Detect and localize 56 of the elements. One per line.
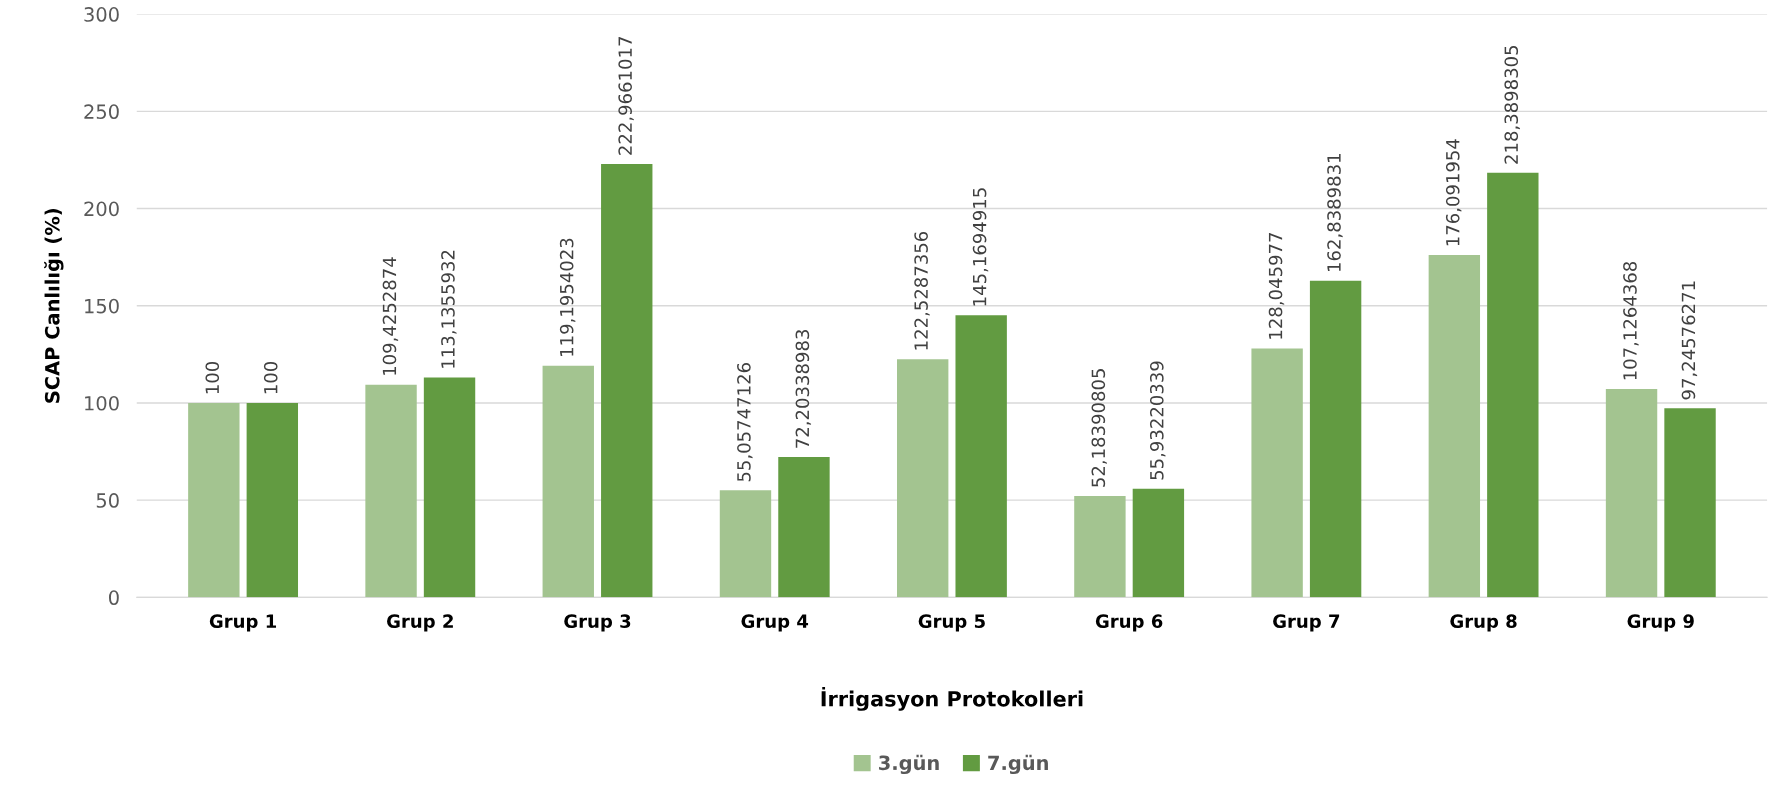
x-tick-label: Grup 5 — [918, 614, 985, 632]
bar — [246, 402, 299, 598]
bar — [1664, 408, 1716, 598]
bar — [1309, 280, 1362, 598]
bar — [365, 384, 417, 598]
data-label: 122,5287356 — [914, 231, 930, 350]
data-label: 72,20338983 — [795, 330, 812, 448]
legend-label: 7.gün — [988, 754, 1048, 775]
bar — [601, 163, 653, 598]
bar — [188, 402, 240, 598]
data-label: 145,1694915 — [972, 188, 989, 306]
data-label: 55,05747126 — [737, 363, 753, 482]
bar — [1251, 348, 1303, 598]
data-label: 109,4252874 — [382, 257, 399, 375]
y-tick-label: 250 — [84, 104, 119, 120]
x-tick-label: Grup 1 — [209, 614, 277, 632]
y-axis-title: SCAP Canlılığı (%) — [44, 209, 64, 403]
y-tick-label: 200 — [84, 201, 119, 217]
bar — [719, 490, 772, 598]
y-tick-label: 150 — [85, 298, 119, 314]
x-tick-label: Grup 4 — [741, 614, 809, 632]
bar — [778, 456, 830, 598]
x-tick-label: Grup 8 — [1450, 614, 1517, 632]
data-label: 100 — [263, 361, 278, 394]
bar — [1605, 389, 1658, 598]
x-tick-label: Grup 9 — [1627, 614, 1694, 632]
data-label: 100 — [205, 361, 220, 394]
data-label: 113,1355932 — [441, 250, 457, 368]
data-label: 107,1264368 — [1623, 261, 1639, 380]
data-label: 97,24576271 — [1681, 281, 1698, 400]
data-label: 218,3898305 — [1504, 45, 1520, 164]
x-tick-label: Grup 6 — [1095, 614, 1163, 632]
bar — [897, 359, 949, 598]
data-label: 55,93220339 — [1149, 361, 1166, 480]
data-label: 119,1954023 — [559, 238, 576, 356]
x-axis-title: İrrigasyon Protokolleri — [821, 687, 1083, 711]
y-tick-label: 0 — [109, 590, 119, 606]
bar — [1074, 495, 1126, 598]
y-tick-label: 300 — [84, 7, 119, 22]
y-tick-label: 50 — [96, 493, 119, 508]
bar — [1428, 255, 1481, 598]
data-label: 162,8389831 — [1327, 154, 1343, 272]
bar — [542, 365, 594, 598]
data-label: 52,18390805 — [1091, 369, 1107, 487]
x-tick-label: Grup 3 — [564, 614, 631, 632]
data-label: 222,9661017 — [618, 37, 634, 155]
bar — [423, 377, 476, 598]
legend-label: 3.gün — [879, 754, 939, 775]
bar — [1132, 488, 1185, 598]
x-tick-label: Grup 2 — [387, 614, 453, 632]
bar — [955, 315, 1007, 598]
data-label: 176,091954 — [1445, 139, 1462, 246]
data-label: 128,045977 — [1268, 233, 1285, 339]
x-tick-label: Grup 7 — [1273, 614, 1340, 632]
y-tick-label: 100 — [85, 395, 119, 411]
bar — [1487, 172, 1539, 598]
